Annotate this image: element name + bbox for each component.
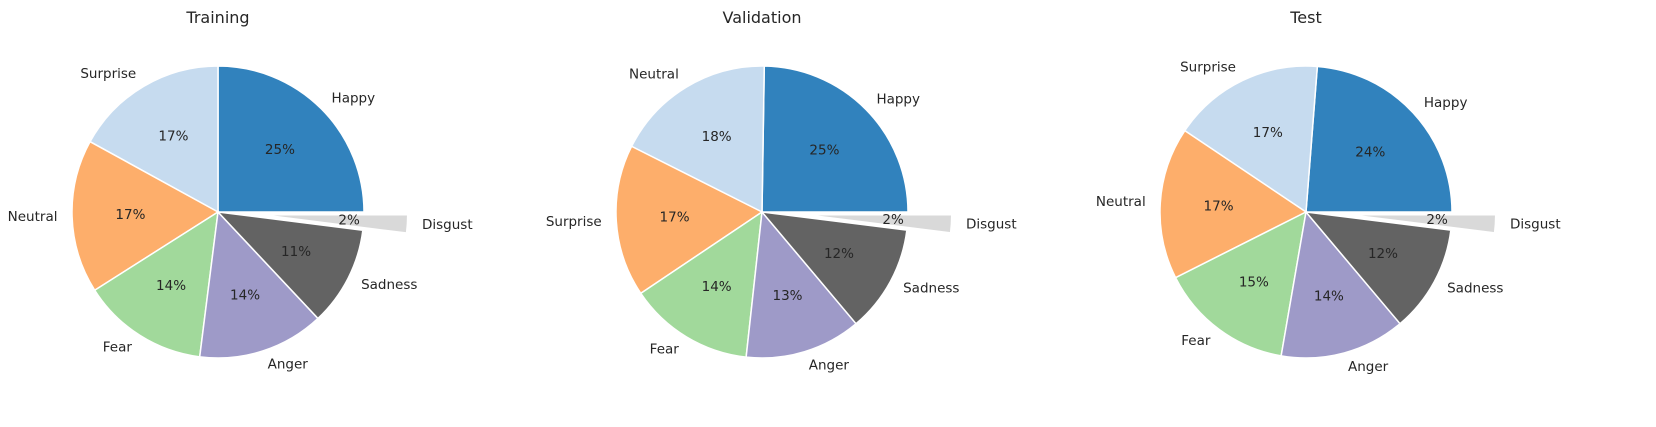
pie-slice-fear xyxy=(639,210,763,358)
chart-title: Training xyxy=(185,8,249,27)
slice-percent-label: 2% xyxy=(1426,212,1448,228)
slice-percent-label: 14% xyxy=(230,287,260,303)
slice-category-label: Happy xyxy=(332,90,376,106)
slice-category-label: Happy xyxy=(1424,95,1468,111)
pie-slice-disgust xyxy=(805,213,953,234)
pie-slice-surprise xyxy=(615,145,764,295)
slice-percent-label: 17% xyxy=(115,207,145,223)
slice-percent-label: 17% xyxy=(1204,199,1234,215)
slice-percent-label: 18% xyxy=(702,129,732,145)
pie-slice-happy xyxy=(1305,65,1453,213)
slice-percent-label: 14% xyxy=(702,279,732,295)
slice-percent-label: 17% xyxy=(660,209,690,225)
slice-category-label: Neutral xyxy=(629,67,679,83)
pie-slice-fear xyxy=(93,210,219,358)
pie-slice-neutral xyxy=(71,140,220,292)
slice-category-label: Surprise xyxy=(80,66,136,82)
slice-category-label: Anger xyxy=(809,358,850,374)
pie-slice-sadness xyxy=(760,211,908,325)
slice-percent-label: 25% xyxy=(265,142,295,158)
slice-percent-label: 11% xyxy=(281,244,311,260)
slice-category-label: Surprise xyxy=(1180,59,1236,75)
slice-percent-label: 2% xyxy=(338,212,360,228)
pie-slice-happy xyxy=(761,65,909,213)
slice-category-label: Sadness xyxy=(361,277,417,293)
pie-chart-training: 25% Happy 17% Surprise 17% Neutral 14% Fear 14% A… xyxy=(8,8,473,373)
slice-category-label: Disgust xyxy=(966,217,1017,233)
pie-slice-anger xyxy=(198,210,320,359)
slice-category-label: Anger xyxy=(268,357,309,373)
pie-slice-disgust xyxy=(261,214,409,234)
slice-category-label: Sadness xyxy=(1447,281,1503,297)
slice-percent-label: 13% xyxy=(773,288,803,304)
slice-category-label: Fear xyxy=(1181,333,1211,349)
pie-slice-surprise xyxy=(1183,65,1319,214)
slice-category-label: Happy xyxy=(876,91,920,107)
slice-percent-label: 12% xyxy=(824,246,854,262)
pie-chart-validation: 25% Happy 18% Neutral 17% Surprise 14% Fear 13% A… xyxy=(546,8,1017,374)
slice-percent-label: 14% xyxy=(1314,289,1344,305)
slice-category-label: Sadness xyxy=(903,281,959,297)
slice-percent-label: 14% xyxy=(156,278,186,294)
pie-slice-anger xyxy=(745,210,858,359)
pie-slice-fear xyxy=(1174,210,1307,357)
pie-slice-sadness xyxy=(216,210,364,320)
pie-slice-surprise xyxy=(89,65,219,214)
pie-slice-disgust xyxy=(1349,213,1497,234)
chart-title: Validation xyxy=(722,8,801,27)
slice-category-label: Fear xyxy=(650,341,680,357)
slice-percent-label: 15% xyxy=(1239,274,1269,290)
slice-percent-label: 2% xyxy=(882,212,904,228)
chart-title: Test xyxy=(1289,8,1322,27)
slice-percent-label: 12% xyxy=(1368,246,1398,262)
pie-chart-test: 24% Happy 17% Surprise 17% Neutral 15% Fear 14% A… xyxy=(1096,8,1561,375)
pie-slice-neutral xyxy=(630,65,766,214)
slice-percent-label: 24% xyxy=(1355,145,1385,161)
slice-category-label: Anger xyxy=(1348,359,1389,375)
pie-slice-sadness xyxy=(1304,211,1452,325)
slice-category-label: Surprise xyxy=(546,214,602,230)
slice-percent-label: 17% xyxy=(158,129,188,145)
slice-percent-label: 17% xyxy=(1253,125,1283,141)
pie-slice-anger xyxy=(1280,210,1402,359)
pie-slice-neutral xyxy=(1159,129,1308,279)
slice-percent-label: 25% xyxy=(809,143,839,159)
slice-category-label: Fear xyxy=(103,340,133,356)
slice-category-label: Disgust xyxy=(1510,217,1561,233)
pie-slice-happy xyxy=(217,65,365,213)
slice-category-label: Neutral xyxy=(1096,194,1146,210)
slice-category-label: Disgust xyxy=(422,217,473,233)
slice-category-label: Neutral xyxy=(8,209,58,225)
